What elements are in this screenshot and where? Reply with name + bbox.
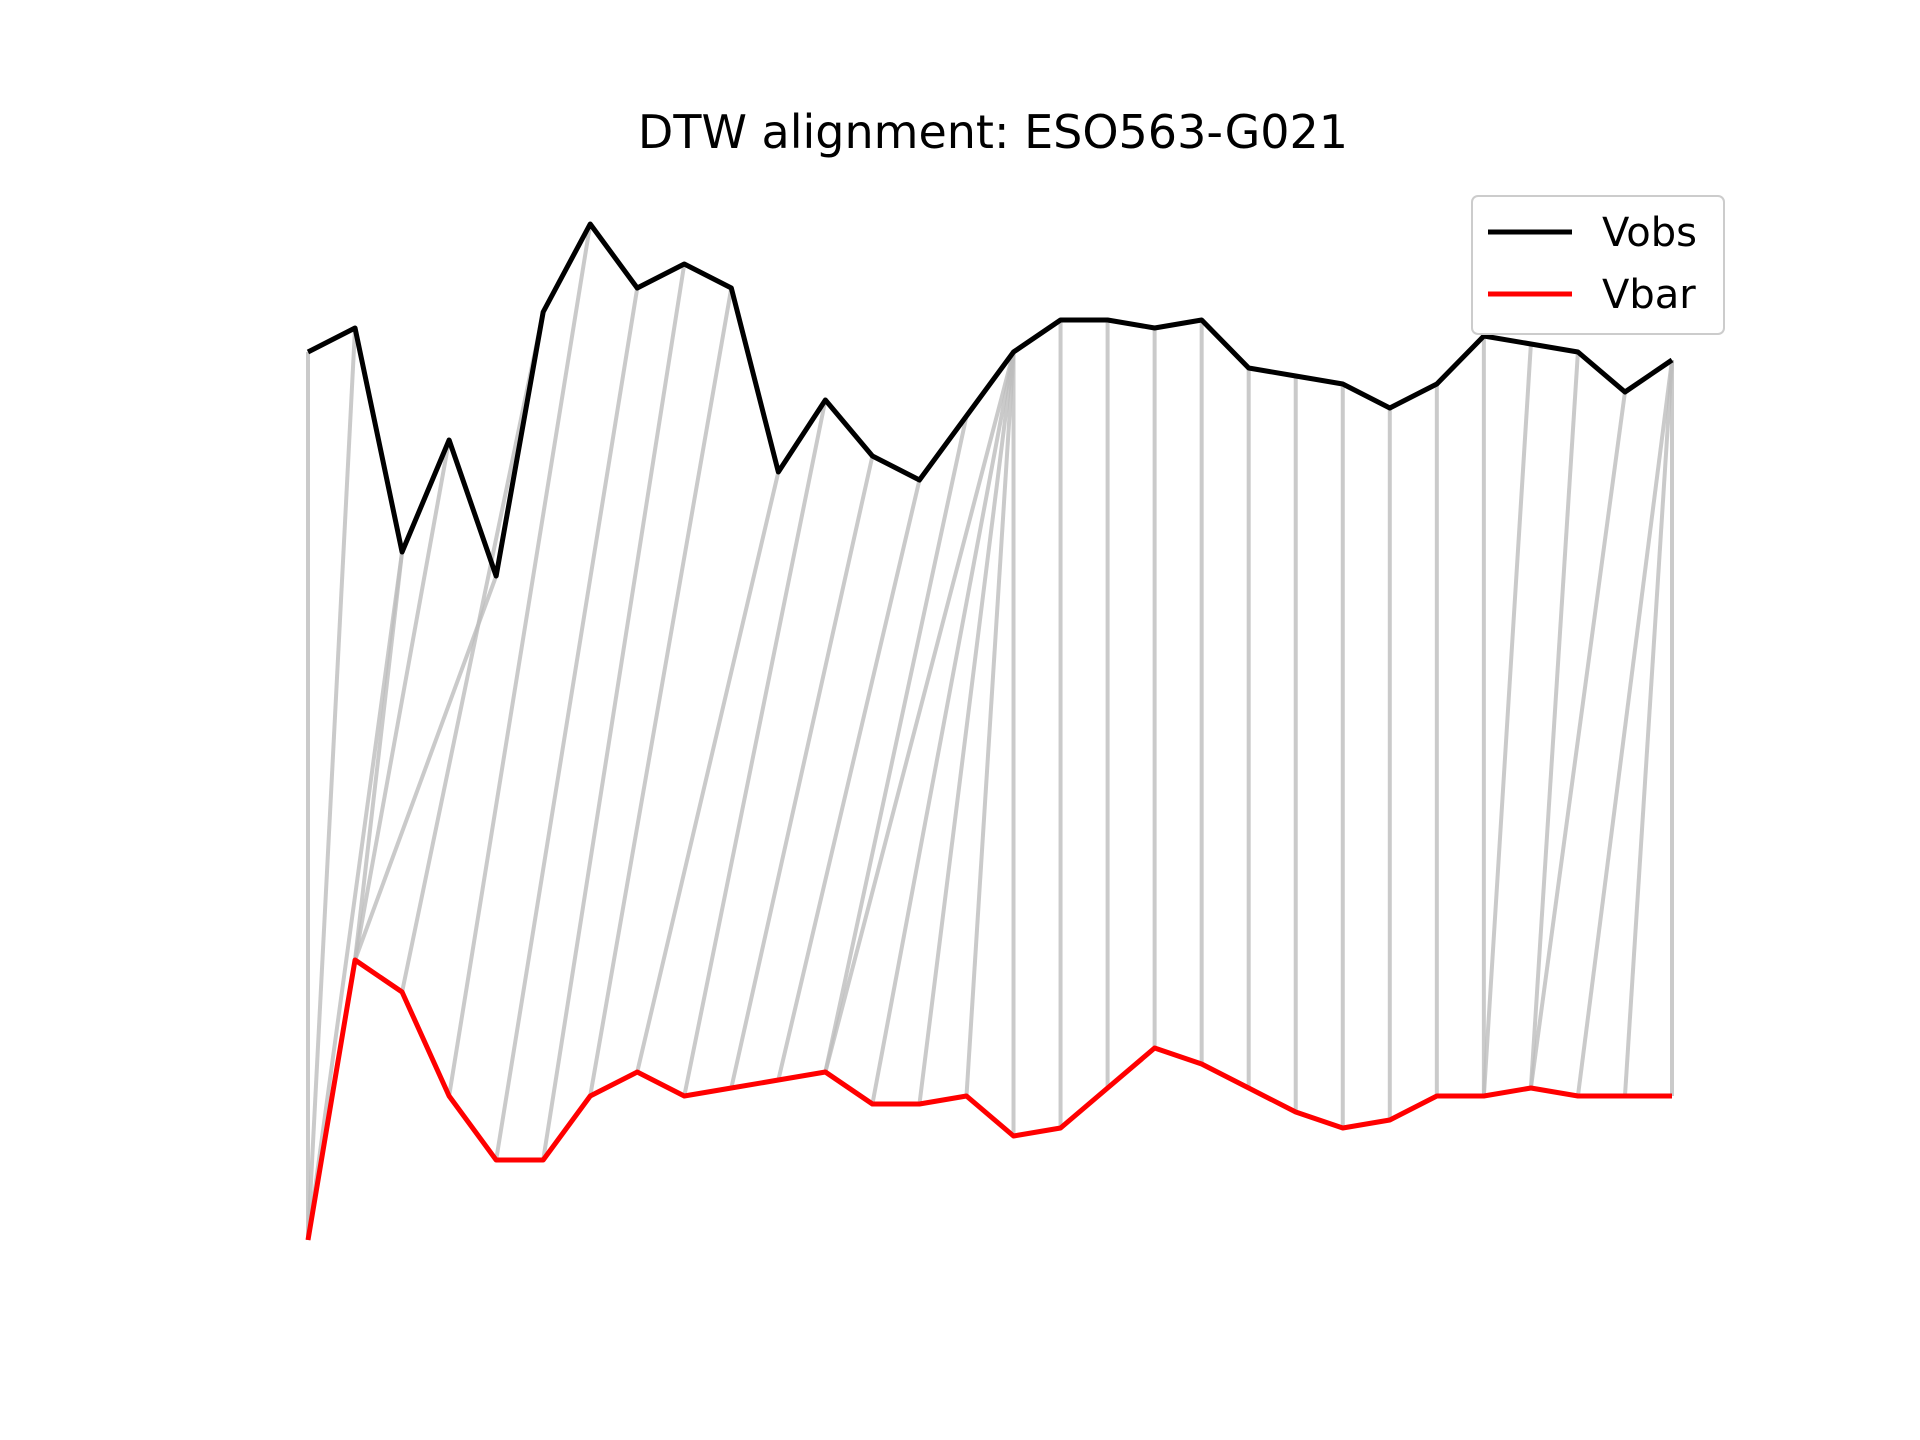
alignment-lines [306,223,1674,1241]
alignment-line-10 [588,287,734,1097]
alignment-line-6 [400,311,546,993]
alignment-line-1 [306,327,358,1241]
alignment-line-2 [306,551,405,1241]
series-line-vbar [305,957,1672,1241]
alignment-line-19 [964,351,1016,1097]
alignment-line-17 [870,351,1016,1105]
alignment-line-3 [353,551,405,961]
alignment-line-14 [776,479,922,1081]
alignment-line-4 [353,439,452,961]
alignment-line-31 [1481,343,1533,1097]
alignment-line-33 [1528,391,1627,1089]
alignment-line-15 [823,415,969,1073]
alignment-line-35 [1622,359,1674,1097]
legend-label-vobs: Vobs [1602,210,1697,256]
legend: Vobs Vbar [1471,195,1725,335]
alignment-line-7 [447,223,593,1097]
alignment-line-5 [353,575,499,961]
alignment-line-32 [1528,351,1580,1089]
alignment-line-16 [823,351,1016,1073]
legend-label-vbar: Vbar [1602,272,1696,318]
alignment-line-8 [494,287,640,1161]
alignment-line-12 [682,399,828,1097]
alignment-line-34 [1575,359,1674,1097]
series-lines [305,221,1674,1241]
alignment-line-18 [917,351,1016,1105]
chart-title: DTW alignment: ESO563-G021 [638,105,1348,159]
alignment-line-13 [729,455,875,1089]
series-line-vobs [306,221,1674,579]
alignment-line-11 [635,471,781,1073]
alignment-line-9 [541,263,687,1161]
